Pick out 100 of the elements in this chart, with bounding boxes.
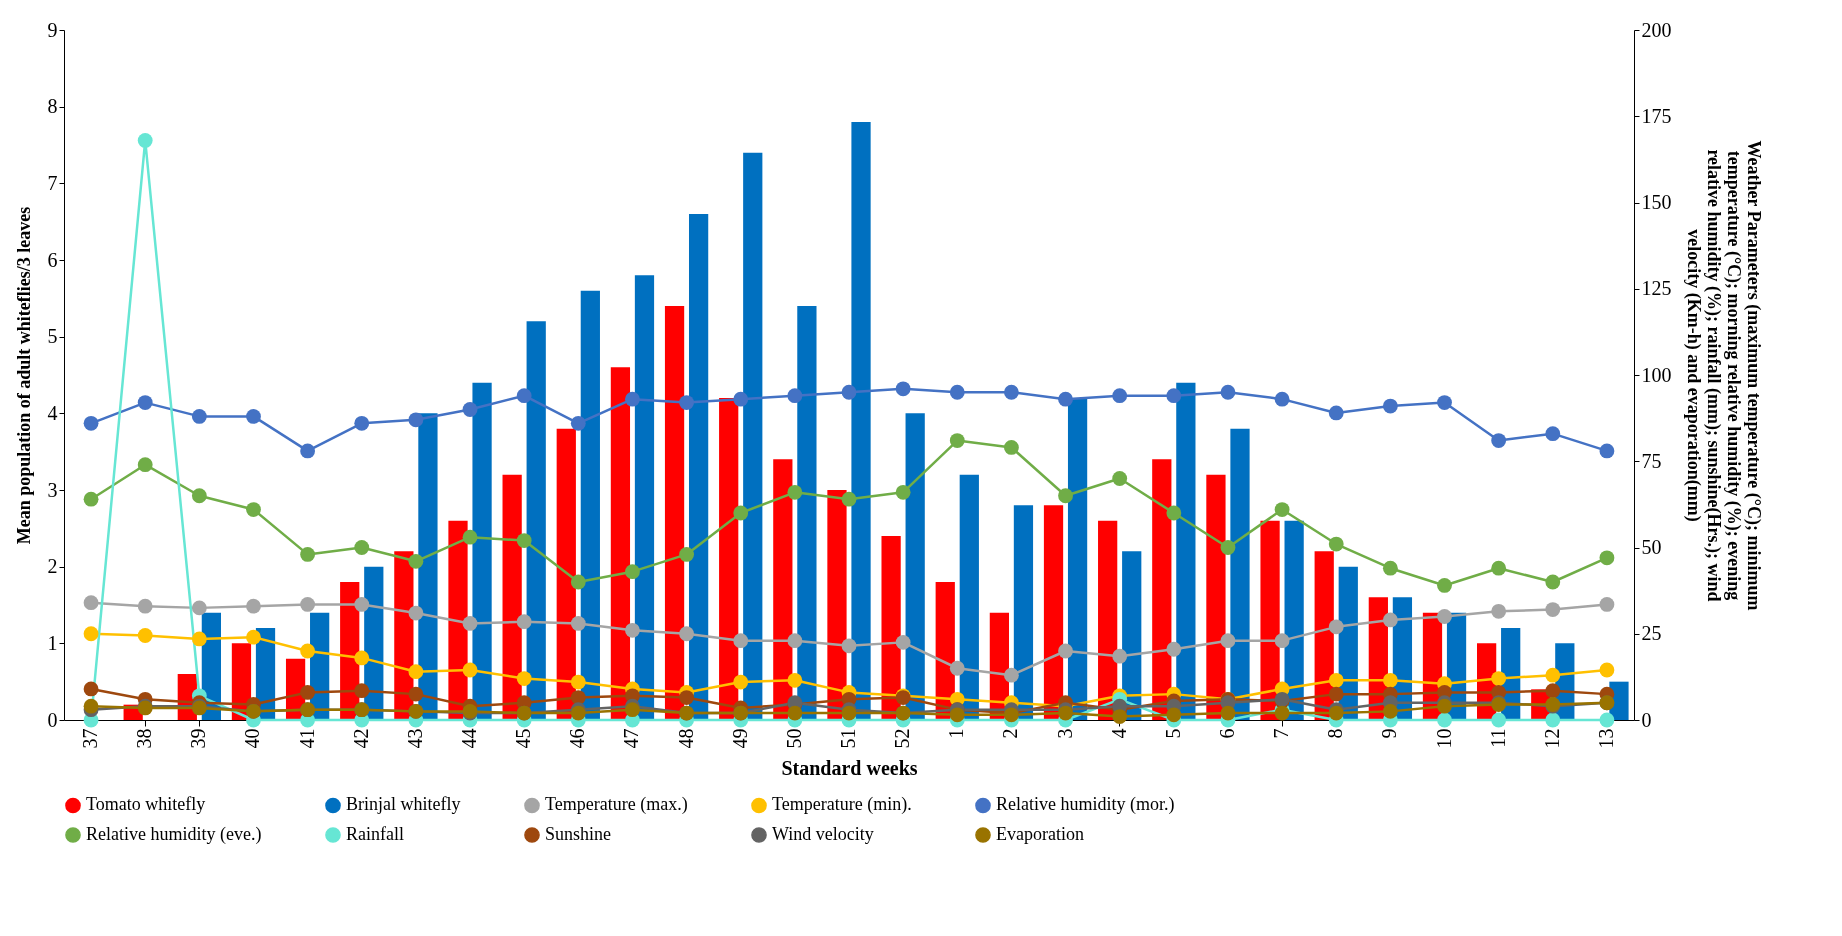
- bar: [773, 459, 793, 720]
- point: [841, 638, 857, 654]
- bar: [580, 290, 600, 720]
- bar: [905, 413, 925, 720]
- bar: [881, 536, 901, 720]
- y-tick-label: 2: [47, 555, 58, 578]
- point: [408, 664, 424, 680]
- point: [137, 628, 153, 643]
- point: [1220, 633, 1236, 649]
- point: [1599, 550, 1615, 566]
- y2-tick-label: 50: [1641, 536, 1662, 558]
- point: [1545, 426, 1561, 442]
- point: [949, 433, 965, 448]
- point: [1004, 667, 1019, 683]
- point: [1220, 540, 1236, 555]
- point: [1382, 560, 1398, 576]
- y-tick-label: 1: [47, 631, 58, 654]
- legend-label: Temperature (min).: [772, 794, 912, 816]
- y-tick-label: 9: [47, 18, 58, 41]
- point: [300, 547, 316, 562]
- x-tick-label: 5: [1161, 728, 1184, 739]
- point: [246, 409, 261, 424]
- point: [1166, 641, 1182, 657]
- y-tick-label: 5: [47, 325, 58, 348]
- y2-tick-label: 75: [1641, 449, 1662, 472]
- legend-label: Wind velocity: [772, 824, 874, 844]
- point: [300, 443, 316, 459]
- point: [787, 484, 803, 500]
- point: [354, 597, 370, 612]
- point: [1328, 619, 1344, 635]
- x-tick-label: 43: [403, 728, 426, 749]
- point: [83, 681, 99, 697]
- point: [625, 702, 640, 718]
- point: [408, 412, 424, 428]
- point: [462, 402, 478, 417]
- point: [679, 690, 694, 705]
- bar: [851, 122, 871, 720]
- point: [1112, 388, 1128, 404]
- y2-tick-label: 150: [1641, 191, 1672, 213]
- point: [462, 662, 478, 678]
- point: [1491, 712, 1507, 728]
- x-tick-label: 46: [566, 728, 589, 749]
- legend-label: Rainfall: [346, 824, 404, 844]
- point: [1112, 709, 1128, 724]
- bar: [1176, 382, 1196, 720]
- point: [570, 616, 586, 631]
- bar: [664, 306, 685, 720]
- point: [516, 388, 532, 404]
- bar: [1043, 505, 1064, 720]
- point: [1274, 391, 1290, 407]
- bar: [827, 490, 847, 720]
- point: [1437, 609, 1452, 624]
- point: [679, 395, 694, 410]
- x-tick-label: 11: [1486, 728, 1509, 748]
- point: [679, 547, 694, 562]
- point: [408, 686, 424, 702]
- x-tick-label: 12: [1540, 728, 1563, 749]
- legend-label: Sunshine: [545, 824, 612, 844]
- point: [1220, 705, 1236, 721]
- point: [137, 395, 153, 410]
- legend-label: Tomato whitefly: [86, 794, 206, 815]
- point: [949, 384, 965, 400]
- bar: [719, 398, 739, 720]
- bar: [1067, 398, 1088, 720]
- point: [137, 598, 153, 614]
- point: [1058, 643, 1073, 659]
- x-tick-label: 8: [1324, 728, 1347, 739]
- point: [191, 631, 207, 647]
- point: [300, 685, 316, 700]
- point: [895, 381, 911, 397]
- point: [83, 698, 99, 714]
- point: [1382, 398, 1398, 414]
- point: [246, 629, 261, 645]
- point: [570, 690, 586, 705]
- y2-tick-label: 100: [1641, 363, 1672, 386]
- point: [1545, 574, 1561, 590]
- x-tick-label: 52: [891, 728, 914, 749]
- point: [733, 674, 749, 690]
- point: [1545, 712, 1561, 728]
- y2-tick-label: 125: [1641, 277, 1672, 300]
- bar: [959, 474, 979, 720]
- x-tick-label: 37: [79, 728, 102, 749]
- point: [1437, 712, 1452, 728]
- y-axis-title: Mean population of adult whiteflies/3 leaves: [13, 206, 34, 545]
- point: [1599, 712, 1615, 728]
- x-tick-label: 10: [1432, 728, 1455, 749]
- y2-tick-label: 200: [1641, 18, 1672, 41]
- y-tick-label: 3: [47, 478, 58, 501]
- x-tick-label: 6: [1215, 728, 1238, 739]
- point: [1437, 578, 1452, 593]
- point: [1166, 505, 1182, 521]
- y-tick-label: 8: [47, 95, 58, 118]
- legend-label: Evaporation: [996, 824, 1084, 844]
- x-tick-label: 9: [1378, 728, 1401, 739]
- y2-axis-title: Weather Parameters (maximum temperature (°C); minimum temperature (°C); morning relative humidity (%); evening relative humidity (%); rainfall (mm); sunshine(Hrs.); wind velocity (Km-h) and evaporation(mm): [1682, 140, 1764, 611]
- point: [1382, 612, 1398, 628]
- bar: [797, 306, 817, 720]
- point: [300, 643, 316, 659]
- x-tick-label: 41: [295, 728, 318, 749]
- point: [516, 533, 532, 548]
